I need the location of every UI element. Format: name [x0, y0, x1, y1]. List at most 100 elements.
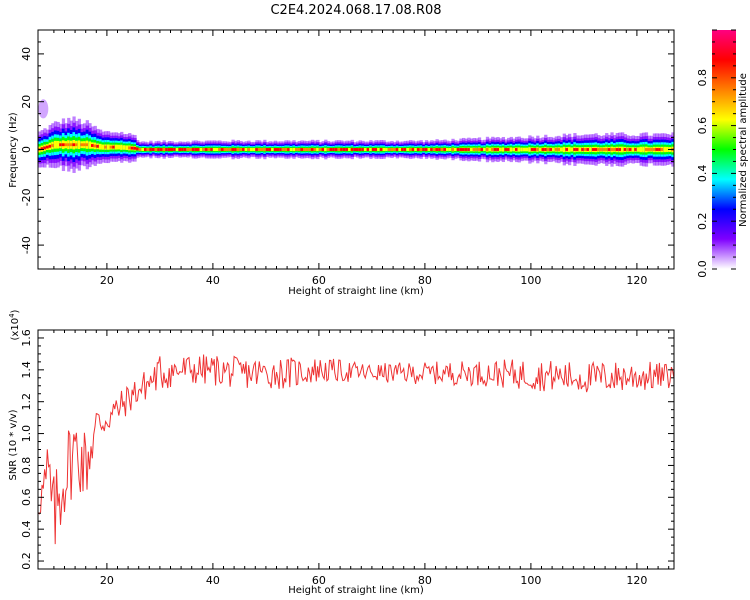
heatmap-core-cell	[114, 145, 119, 149]
heatmap-core-cell	[183, 148, 187, 151]
heatmap-core-cell	[602, 148, 606, 151]
heatmap-core-cell	[454, 148, 458, 151]
heatmap-core-cell	[98, 145, 103, 149]
heatmap-core-cell	[374, 148, 378, 151]
heatmap-core-cell	[483, 148, 487, 151]
heatmap-core-cell	[554, 148, 558, 151]
spectrogram-x-tick-label: 20	[100, 274, 114, 287]
heatmap-core-cell	[167, 148, 172, 151]
heatmap-core-cell	[594, 148, 598, 151]
heatmap-core-cell	[191, 148, 195, 151]
heatmap-core-cell	[597, 148, 601, 151]
heatmap-core-cell	[475, 148, 479, 151]
heatmap-core-cell	[297, 148, 301, 151]
heatmap-core-cell	[427, 148, 431, 151]
heatmap-core-cell	[220, 148, 225, 151]
heatmap-core-cell	[435, 148, 439, 151]
heatmap-core-cell	[159, 148, 164, 151]
snr-x-tick-label: 120	[626, 574, 647, 587]
colorbar-tick-label: 0.8	[696, 69, 709, 87]
heatmap-core-cell	[53, 143, 58, 147]
heatmap-core-cell	[75, 143, 79, 147]
heatmap-core-cell	[528, 148, 532, 151]
heatmap-core-cell	[239, 148, 243, 151]
heatmap-core-cell	[485, 148, 490, 151]
snr-y-tick-label: 0.2	[20, 552, 33, 570]
heatmap-core-cell	[459, 148, 463, 151]
colorbar-tick-label: 0.2	[696, 212, 709, 230]
heatmap-core-cell	[175, 148, 180, 151]
heatmap-core-cell	[117, 145, 121, 149]
heatmap-core-cell	[589, 148, 593, 151]
heatmap-core-cell	[287, 148, 291, 151]
snr-y-multiplier-close: )	[10, 309, 21, 313]
heatmap-core-cell	[517, 148, 521, 151]
heatmap-core-cell	[236, 148, 240, 151]
snr-y-tick-label: 1.6	[20, 329, 33, 347]
heatmap-core-cell	[173, 148, 177, 151]
heatmap-core-cell	[636, 148, 641, 151]
heatmap-core-cell	[491, 148, 495, 151]
heatmap-core-cell	[607, 148, 611, 151]
snr-y-tick-label: 0.8	[20, 457, 33, 475]
spectrogram-y-tick-label: 40	[20, 47, 33, 61]
heatmap-core-cell	[393, 148, 397, 151]
spectrogram-heatmap	[38, 99, 674, 173]
heatmap-core-cell	[189, 148, 193, 151]
snr-series-line	[38, 354, 674, 545]
heatmap-core-cell	[350, 148, 354, 151]
spectrogram-y-tick-label: -20	[20, 188, 33, 206]
heatmap-core-cell	[136, 147, 140, 151]
heatmap-core-cell	[305, 148, 309, 151]
heatmap-core-cell	[639, 148, 643, 151]
heatmap-core-cell	[271, 148, 275, 151]
heatmap-core-cell	[181, 148, 185, 151]
snr-x-label: Height of straight line (km)	[288, 585, 424, 596]
heatmap-core-cell	[520, 148, 524, 151]
heatmap-core-cell	[644, 148, 649, 151]
heatmap-core-cell	[406, 148, 410, 151]
heatmap-core-cell	[109, 145, 113, 149]
heatmap-core-cell	[318, 148, 323, 151]
snr-y-tick-label: 1.4	[20, 361, 33, 379]
colorbar-tick-label: 0.0	[696, 260, 709, 278]
heatmap-core-cell	[610, 148, 614, 151]
heatmap-core-cell	[358, 148, 362, 151]
heatmap-core-cell	[621, 148, 625, 151]
heatmap-core-cell	[197, 148, 201, 151]
heatmap-core-cell	[334, 148, 339, 151]
heatmap-core-cell	[250, 148, 254, 151]
heatmap-core-cell	[562, 148, 566, 151]
heatmap-core-cell	[313, 148, 317, 151]
snr-panel: 20 40 60 80 100 120 0.2 0.4 0.6 0.8 1.0 1.2 1.4 1.6 H…	[8, 309, 675, 596]
heatmap-core-cell	[69, 143, 74, 147]
heatmap-core-cell	[366, 148, 370, 151]
heatmap-core-cell	[544, 148, 548, 151]
snr-x-tick-label: 40	[206, 574, 220, 587]
heatmap-core-cell	[477, 148, 482, 151]
heatmap-core-cell	[390, 148, 394, 151]
heatmap-core-cell	[631, 148, 635, 151]
heatmap-core-cell	[138, 148, 142, 151]
spectrogram-y-tick-label: -40	[20, 236, 33, 254]
heatmap-core-cell	[446, 148, 450, 151]
colorbar-bar	[712, 30, 736, 269]
heatmap-core-cell	[573, 148, 577, 151]
heatmap-core-cell	[591, 148, 596, 151]
heatmap-core-cell	[141, 148, 145, 151]
heatmap-core-cell	[345, 148, 349, 151]
heatmap-core-cell	[448, 148, 452, 151]
snr-y-tick-label: 1.2	[20, 393, 33, 411]
heatmap-core-cell	[462, 148, 466, 151]
heatmap-core-cell	[586, 148, 590, 151]
heatmap-core-cell	[273, 148, 278, 151]
heatmap-core-cell	[101, 145, 105, 149]
heatmap-core-cell	[59, 143, 63, 147]
heatmap-core-cell	[51, 144, 55, 147]
heatmap-core-cell	[93, 144, 97, 148]
snr-y-multiplier-open: (x10	[10, 318, 21, 341]
heatmap-core-cell	[151, 148, 156, 151]
heatmap-core-cell	[316, 148, 320, 151]
heatmap-core-cell	[538, 148, 543, 151]
spectrogram-y-tick-label: 20	[20, 95, 33, 109]
